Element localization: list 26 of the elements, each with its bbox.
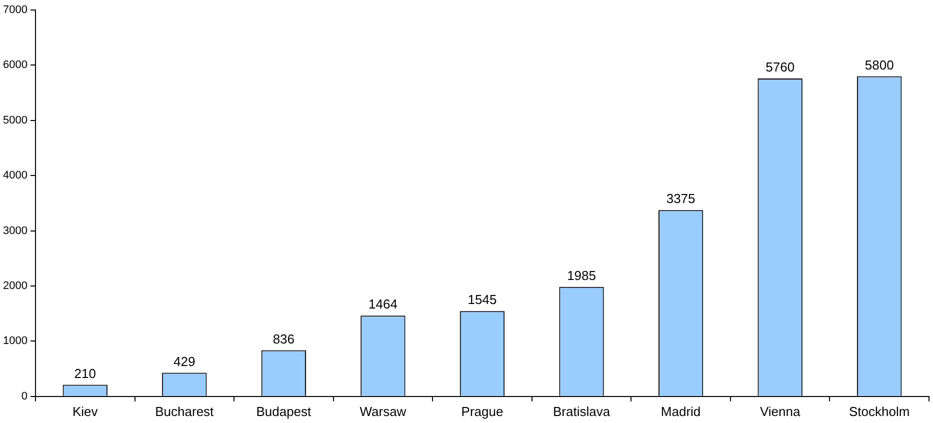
x-tick-label: Budapest (256, 404, 312, 419)
data-label: 836 (272, 331, 295, 346)
x-tick-label: Bratislava (552, 404, 611, 419)
y-tick-label: 2000 (2, 280, 28, 292)
y-tick-label: 7000 (2, 4, 28, 16)
y-tick-label: 5000 (2, 114, 28, 126)
data-label: 5800 (864, 57, 894, 72)
data-label: 1985 (567, 268, 596, 283)
y-tick-label: 1000 (2, 335, 28, 348)
x-tick-label: Stockholm (849, 404, 910, 419)
x-tick-label: Madrid (660, 404, 701, 419)
x-tick-label: Prague (461, 404, 504, 419)
x-tick-label: Bucharest (155, 404, 214, 419)
data-label: 1464 (368, 296, 398, 312)
data-label: 210 (74, 366, 96, 381)
y-tick-label: 0 (21, 390, 28, 402)
x-tick-label: Kiev (72, 404, 98, 419)
y-tick-label: 4000 (2, 170, 28, 182)
data-label: 1545 (468, 292, 497, 308)
x-tick-label: Warsaw (360, 404, 407, 419)
data-label: 3375 (666, 191, 696, 206)
data-label: 429 (174, 354, 196, 369)
data-label: 5760 (766, 60, 795, 75)
x-tick-label: Vienna (760, 404, 801, 419)
y-tick-label: 3000 (2, 224, 28, 237)
y-tick-label: 6000 (2, 59, 28, 72)
